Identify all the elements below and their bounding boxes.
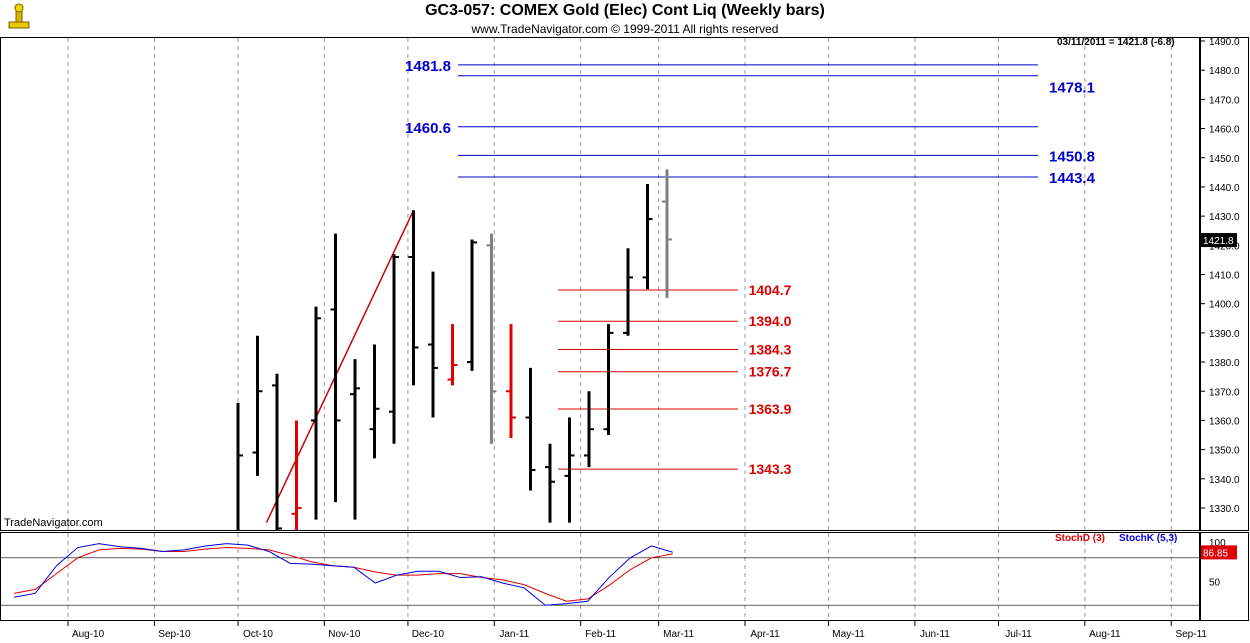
stoch-y-tick-label: 50 [1209,578,1221,589]
x-tick-label: Jan-11 [499,629,529,640]
trendline-layer [265,209,415,523]
price-panel-border [0,37,1200,531]
ohlc-bars [236,169,672,530]
support-label: 1404.7 [749,282,792,298]
y-tick-label: 1330.0 [1209,504,1240,515]
y-tick-label: 1400.0 [1209,300,1240,311]
price-y-axis: 1330.0 1340.0 1350.0 1360.0 1370.0 1380.0 1390… [1200,37,1240,515]
x-tick-label: Sep-10 [158,629,191,640]
stochk-legend: StochK (5,3) [1119,533,1178,544]
y-tick-label: 1440.0 [1209,183,1240,194]
x-tick-label: Apr-11 [750,629,780,640]
y-tick-label: 1340.0 [1209,475,1240,486]
y-tick-label: 1350.0 [1209,446,1240,457]
x-tick-label: Jul-11 [1005,629,1032,640]
support-label: 1343.3 [749,461,792,477]
y-tick-label: 1480.0 [1209,66,1240,77]
support-label: 1376.7 [749,364,792,380]
x-tick-label: Nov-10 [328,629,361,640]
tradenavigator-logo-icon [8,3,30,29]
stoch-series-line [13,547,673,602]
x-tick-label: Jun-11 [920,629,950,640]
y-tick-label: 1380.0 [1209,358,1240,369]
last-price-label: 1421.8 [1203,236,1234,247]
stoch-panel-border [0,532,1200,621]
resistance-label: 1443.4 [1049,170,1096,187]
last-price-box [1201,233,1237,248]
resistance-label: 1478.1 [1049,80,1095,97]
y-tick-label: 1490.0 [1209,37,1240,48]
stoch-y-tick-label: 100 [1209,538,1226,549]
resistance-label: 1481.8 [405,58,451,75]
stochd-legend: StochD (3) [1055,533,1105,544]
y-tick-label: 1450.0 [1209,154,1240,165]
x-tick-label: Sep-11 [1175,629,1207,640]
stoch-series-line [13,543,673,606]
support-label: 1384.3 [749,342,792,358]
y-tick-label: 1460.0 [1209,125,1240,136]
x-tick-label: Dec-10 [412,629,445,640]
price-readout: 03/11/2011 = 1421.8 (-6.8) [1057,37,1175,48]
stoch-last-label: 86.85 [1203,548,1228,559]
chart-subtitle: www.TradeNavigator.com © 1999-2011 All r… [471,22,779,36]
support-label: 1394.0 [749,313,792,329]
x-axis: Aug-10 Sep-10 Oct-10 Nov-10 Dec-10 Jan-11 Feb-… [67,621,1207,640]
y-tick-label: 1360.0 [1209,416,1240,427]
x-tick-label: Oct-10 [243,629,273,640]
support-label: 1363.9 [749,401,792,417]
stoch-right-axis-border [1200,532,1249,621]
x-tick-label: Aug-10 [72,629,105,640]
x-tick-label: Mar-11 [663,629,694,640]
y-tick-label: 1370.0 [1209,387,1240,398]
x-tick-label: Aug-11 [1089,629,1121,640]
trendline [265,209,415,523]
y-tick-label: 1470.0 [1209,95,1240,106]
y-tick-label: 1410.0 [1209,271,1240,282]
resistance-label: 1450.8 [1049,148,1095,165]
x-tick-label: May-11 [832,629,865,640]
y-tick-label: 1390.0 [1209,329,1240,340]
resistance-label: 1460.6 [405,120,451,137]
stoch-last-box [1201,545,1237,560]
support-resistance-levels: 1481.8 1478.1 1460.6 1450.8 1443.4 1404.7 1394… [405,58,1096,477]
price-right-axis-border [1200,37,1249,531]
chart-title: GC3-057: COMEX Gold (Elec) Cont Liq (Wee… [425,2,825,19]
x-tick-label: Feb-11 [585,629,616,640]
y-tick-label: 1430.0 [1209,212,1240,223]
watermark: TradeNavigator.com [4,517,103,529]
